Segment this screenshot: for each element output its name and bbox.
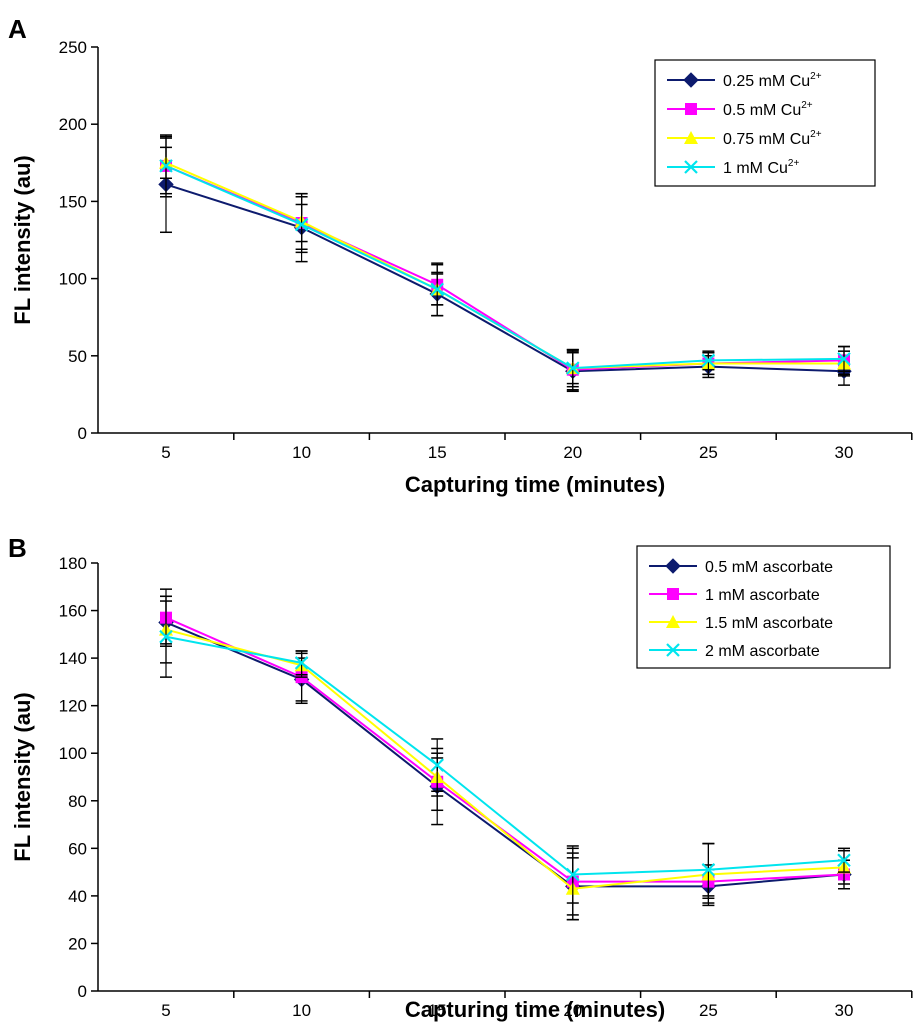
legend-label-superscript: 2+ — [788, 158, 800, 169]
legend-marker-triangle — [684, 131, 698, 144]
data-point-x — [430, 758, 444, 772]
series-line — [165, 164, 845, 371]
legend-label-text: 1.5 mM ascorbate — [705, 615, 833, 632]
y-tick-label: 100 — [59, 270, 87, 289]
y-tick-label: 60 — [68, 839, 87, 858]
x-tick-label: 25 — [699, 443, 718, 462]
data-point-x — [294, 656, 309, 670]
y-tick-label: 50 — [68, 347, 87, 366]
legend-marker-square — [667, 588, 679, 600]
y-tick-label: 250 — [59, 38, 87, 57]
y-tick-label: 180 — [59, 554, 87, 573]
legend: 0.5 mM ascorbate 1 mM ascorbate 1.5 mM asc… — [636, 545, 891, 669]
series-line — [165, 161, 844, 370]
x-tick-label: 5 — [161, 443, 170, 462]
y-tick-label: 0 — [78, 982, 87, 1001]
y-axis-title: FL intensity (au) — [10, 155, 35, 325]
data-point-x — [566, 361, 580, 375]
legend-item: 0.5 mM ascorbate — [649, 558, 833, 576]
x-tick-label: 10 — [292, 443, 311, 462]
legend-label: 0.75 mM Cu2+ — [723, 129, 822, 148]
y-tick-label: 40 — [68, 887, 87, 906]
x-tick-label: 30 — [835, 1001, 854, 1020]
y-tick-label: 140 — [59, 649, 87, 668]
legend-marker-diamond — [683, 72, 699, 88]
series-line — [165, 621, 845, 888]
legend: 0.25 mM Cu2+0.5 mM Cu2+0.75 mM Cu2+1 mM … — [654, 59, 876, 187]
y-tick-label: 0 — [78, 424, 87, 443]
legend-item: 2 mM ascorbate — [649, 643, 820, 660]
y-tick-label: 120 — [59, 697, 87, 716]
legend-label-text: 0.5 mM ascorbate — [705, 559, 833, 576]
y-tick-label: 160 — [59, 602, 87, 621]
legend-label-text: 0.25 mM Cu — [723, 73, 810, 90]
legend-label: 0.5 mM Cu2+ — [723, 100, 813, 119]
y-axis-title: FL intensity (au) — [10, 692, 35, 862]
y-tick-label: 80 — [68, 792, 87, 811]
data-point-x — [837, 352, 851, 366]
legend-item: 1 mM Cu2+ — [667, 158, 799, 177]
legend-label: 1 mM Cu2+ — [723, 158, 799, 177]
data-point-x — [294, 217, 309, 232]
legend-item: 0.5 mM Cu2+ — [667, 100, 813, 119]
x-axis-title: Capturing time (minutes) — [405, 472, 665, 497]
legend-label: 0.25 mM Cu2+ — [723, 71, 822, 90]
legend-label-text: 0.75 mM Cu — [723, 131, 810, 148]
data-point-x — [701, 353, 716, 368]
panel-label: A — [8, 14, 27, 44]
legend-label-text: 2 mM ascorbate — [705, 643, 820, 660]
chart-panel-a: A 0 50 100 150 200 250 5 10 15 20 25 30 Capturing tim… — [8, 14, 913, 497]
legend-item: 1.5 mM ascorbate — [649, 615, 833, 632]
legend-label-text: 0.5 mM Cu — [723, 102, 801, 119]
legend-label: 0.5 mM ascorbate — [705, 559, 833, 576]
legend-label-superscript: 2+ — [810, 129, 822, 140]
legend-item: 1 mM ascorbate — [649, 587, 820, 604]
legend-item: 0.25 mM Cu2+ — [667, 71, 822, 90]
panel-label: B — [8, 533, 27, 563]
x-tick-label: 20 — [563, 1001, 582, 1020]
legend-label-text: 1 mM ascorbate — [705, 587, 820, 604]
legend-label-superscript: 2+ — [810, 71, 822, 82]
x-axis-title: Capturing time (minutes) — [405, 997, 665, 1022]
legend-label-superscript: 2+ — [801, 100, 813, 111]
series-line — [165, 164, 845, 370]
legend-label: 1.5 mM ascorbate — [705, 615, 833, 632]
legend-marker-x — [684, 160, 698, 174]
series-4 — [159, 137, 851, 385]
y-tick-label: 150 — [59, 192, 87, 211]
series-line — [165, 635, 845, 876]
x-tick-label: 5 — [161, 1001, 170, 1020]
data-point-x — [159, 629, 173, 644]
chart-panel-b: B 0 20 40 60 80 100 120 140 160 180 5 10 15 20 25 30 Capt… — [8, 533, 913, 1022]
data-point-x — [701, 862, 716, 877]
x-tick-label: 25 — [699, 1001, 718, 1020]
data-point-x — [159, 159, 173, 173]
series-4 — [159, 595, 851, 904]
y-tick-label: 100 — [59, 744, 87, 763]
legend-marker-x — [666, 643, 680, 657]
data-point-x — [837, 853, 851, 867]
x-tick-label: 30 — [835, 443, 854, 462]
x-tick-label: 15 — [428, 1001, 447, 1020]
y-tick-label: 200 — [59, 115, 87, 134]
x-tick-label: 10 — [292, 1001, 311, 1020]
legend-label-text: 1 mM Cu — [723, 160, 788, 177]
data-point-x — [566, 867, 580, 882]
y-tick-label: 20 — [68, 934, 87, 953]
legend-marker-square — [685, 103, 697, 115]
legend-label: 1 mM ascorbate — [705, 587, 820, 604]
x-tick-label: 20 — [563, 443, 582, 462]
data-point-x — [430, 282, 444, 297]
legend-item: 0.75 mM Cu2+ — [667, 129, 822, 148]
legend-marker-diamond — [665, 558, 681, 574]
x-tick-label: 15 — [428, 443, 447, 462]
series-line — [165, 183, 845, 373]
legend-marker-triangle — [666, 615, 680, 628]
legend-label: 2 mM ascorbate — [705, 643, 820, 660]
